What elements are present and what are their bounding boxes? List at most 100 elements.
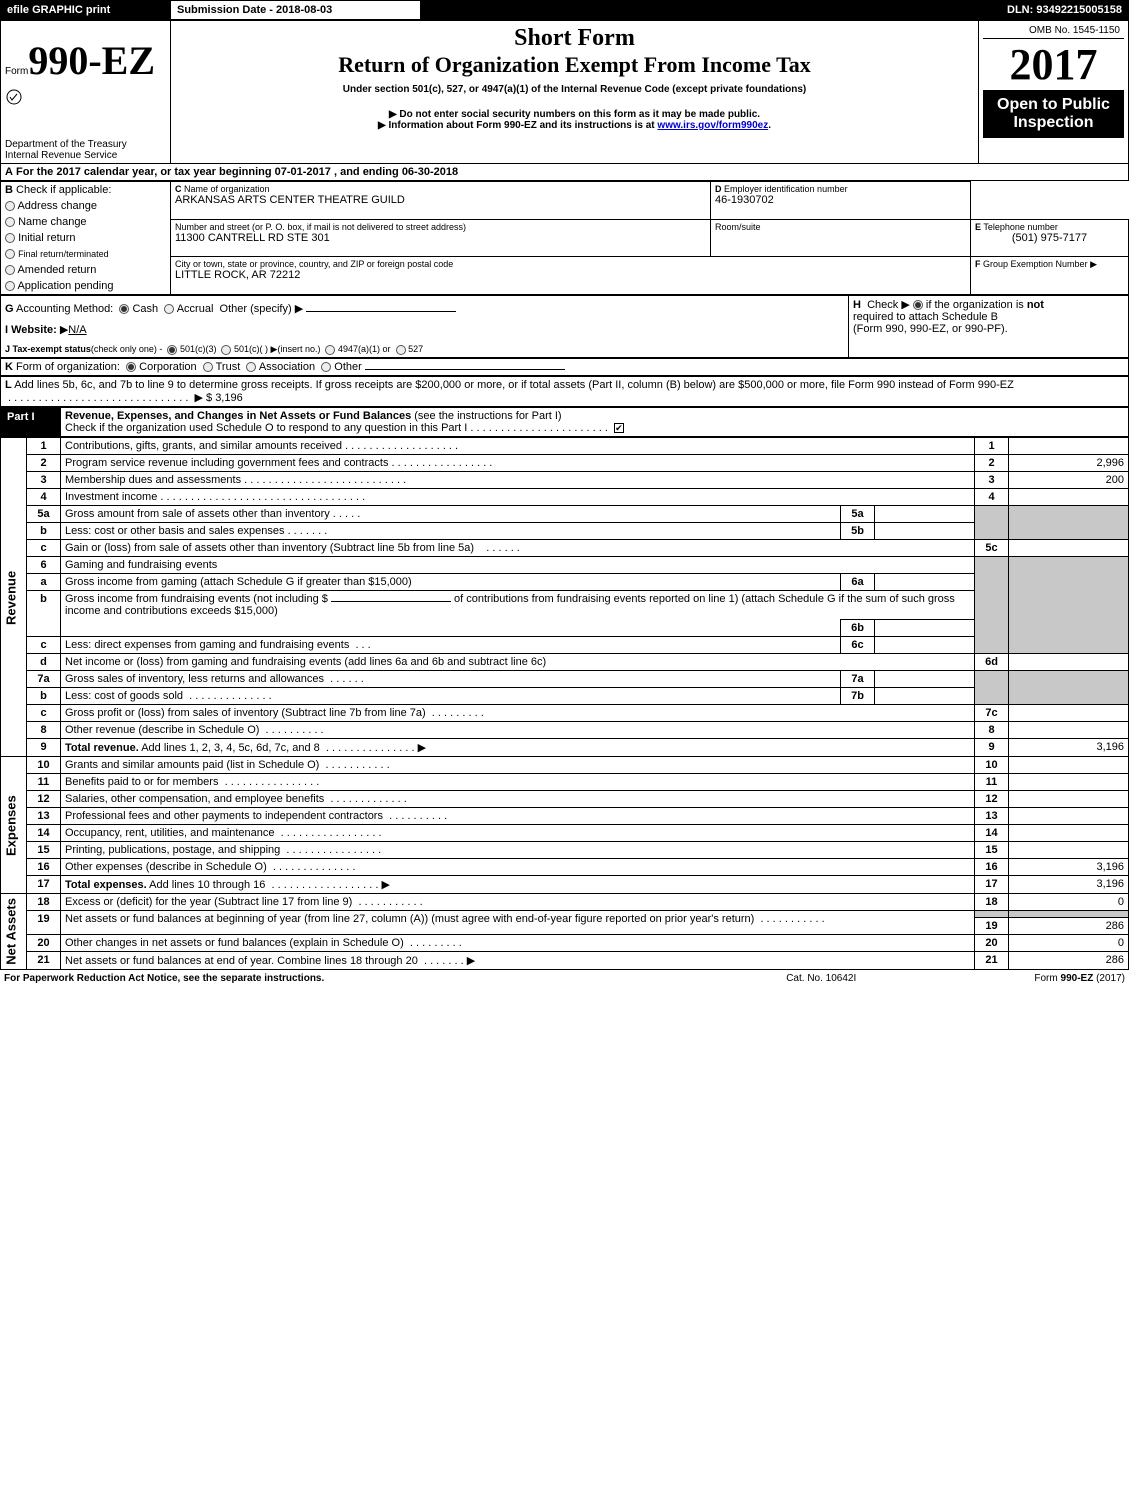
h-not: not [1027,299,1044,311]
line-box: 7b [841,688,875,705]
radio-501c3[interactable] [167,345,177,355]
h-text1: Check [867,299,898,311]
line-amt [1009,791,1129,808]
efile-label: efile GRAPHIC print [1,1,171,20]
checkbox-schedule-o[interactable] [614,423,624,433]
line-box: 13 [975,808,1009,825]
line-num: 19 [27,911,61,935]
ein-label: Employer identification number [724,184,848,194]
trust-label: Trust [216,361,241,373]
radio-corp[interactable] [126,362,136,372]
table-row: 15 Printing, publications, postage, and … [1,842,1129,859]
line-desc: Gross profit or (loss) from sales of inv… [65,707,426,719]
line-amt: 200 [1009,472,1129,489]
footer: For Paperwork Reduction Act Notice, see … [0,970,1129,987]
line-box: 18 [975,894,1009,911]
table-row: 14 Occupancy, rent, utilities, and maint… [1,825,1129,842]
city-label: City or town, state or province, country… [175,259,966,269]
checkbox-final-return[interactable] [5,249,15,259]
label-k: K [5,361,13,373]
line-num: a [27,574,61,591]
radio-4947[interactable] [325,345,335,355]
line-num: 14 [27,825,61,842]
line-amt [1009,654,1129,671]
checkbox-application-pending[interactable] [5,281,15,291]
checkbox-address-change[interactable] [5,201,15,211]
form-ref: Form [1034,973,1057,984]
radio-other-org[interactable] [321,362,331,372]
line-amt: 286 [1009,917,1129,934]
other-org-input[interactable] [365,369,565,370]
accounting-method-label: Accounting Method: [16,303,113,315]
table-row: 19 Net assets or fund balances at beginn… [1,911,1129,918]
h-text2: if the organization is [926,299,1024,311]
cb-label-1: Name change [18,216,87,228]
begin-date: 07-01-2017 [275,166,331,178]
radio-527[interactable] [396,345,406,355]
line-box: 3 [975,472,1009,489]
checkbox-amended-return[interactable] [5,265,15,275]
label-c: C [175,184,182,194]
line-num: b [27,591,61,637]
line-desc: Net assets or fund balances at end of ye… [65,955,418,967]
input-6b-amount[interactable] [331,601,451,602]
radio-cash[interactable] [119,304,129,314]
part1-header: Part I Revenue, Expenses, and Changes in… [0,407,1129,437]
line-amt [1009,438,1129,455]
section-a: A For the 2017 calendar year, or tax yea… [0,164,1129,181]
table-row: 6 Gaming and fundraising events [1,557,1129,574]
table-row: 9 Total revenue. Add lines 1, 2, 3, 4, 5… [1,739,1129,757]
radio-assoc[interactable] [246,362,256,372]
line-amt: 3,196 [1009,876,1129,894]
line-num: 18 [27,894,61,911]
line-amt: 0 [1009,894,1129,911]
radio-501c3-label: 501(c)(3) [180,344,217,354]
ssn-note: Do not enter social security numbers on … [399,109,760,120]
line-box: 7a [841,671,875,688]
table-row: 13 Professional fees and other payments … [1,808,1129,825]
line-amt [1009,722,1129,739]
netassets-section-label: Net Assets [1,894,27,970]
line-box: 1 [975,438,1009,455]
line-amt [1009,489,1129,506]
checkbox-sched-b[interactable] [913,300,923,310]
line-amt: 3,196 [1009,739,1129,757]
tax-exempt-label: Tax-exempt status [13,344,91,354]
line-num: 4 [27,489,61,506]
part1-title-paren: (see the instructions for Part I) [414,410,561,422]
city-value: LITTLE ROCK, AR 72212 [175,269,966,281]
checkbox-initial-return[interactable] [5,233,15,243]
line-box: 17 [975,876,1009,894]
check-only-one: (check only one) - [91,344,163,354]
other-specify-input[interactable] [306,311,456,312]
topbar-spacer [421,1,929,20]
pra-notice: For Paperwork Reduction Act Notice, see … [0,970,734,987]
info-link[interactable]: www.irs.gov/form990ez [657,120,768,131]
table-row: d Net income or (loss) from gaming and f… [1,654,1129,671]
line-amt [1009,540,1129,557]
arrow-icon [389,109,397,120]
line-amt: 286 [1009,951,1129,969]
radio-accrual[interactable] [164,304,174,314]
line-desc: Grants and similar amounts paid (list in… [65,759,319,771]
line-num: c [27,540,61,557]
line-desc: Less: direct expenses from gaming and fu… [65,639,349,651]
l-text: Add lines 5b, 6c, and 7b to line 9 to de… [14,379,1014,391]
line-amt [1009,825,1129,842]
recycle-icon [5,88,23,106]
line-num: b [27,688,61,705]
line-desc: Salaries, other compensation, and employ… [65,793,324,805]
checkbox-name-change[interactable] [5,217,15,227]
radio-trust[interactable] [203,362,213,372]
section-a-mid: , and ending [334,166,402,178]
addr-label: Number and street (or P. O. box, if mail… [175,222,706,232]
lines-table: Revenue 1 Contributions, gifts, grants, … [0,437,1129,970]
arrow-icon [378,120,386,131]
open-to-public: Open to Public Inspection [983,90,1124,138]
radio-501c[interactable] [221,345,231,355]
label-a: A [5,166,13,178]
line-amt: 2,996 [1009,455,1129,472]
line-num: 12 [27,791,61,808]
line-desc: Net assets or fund balances at beginning… [65,913,754,925]
line-box: 6c [841,637,875,654]
